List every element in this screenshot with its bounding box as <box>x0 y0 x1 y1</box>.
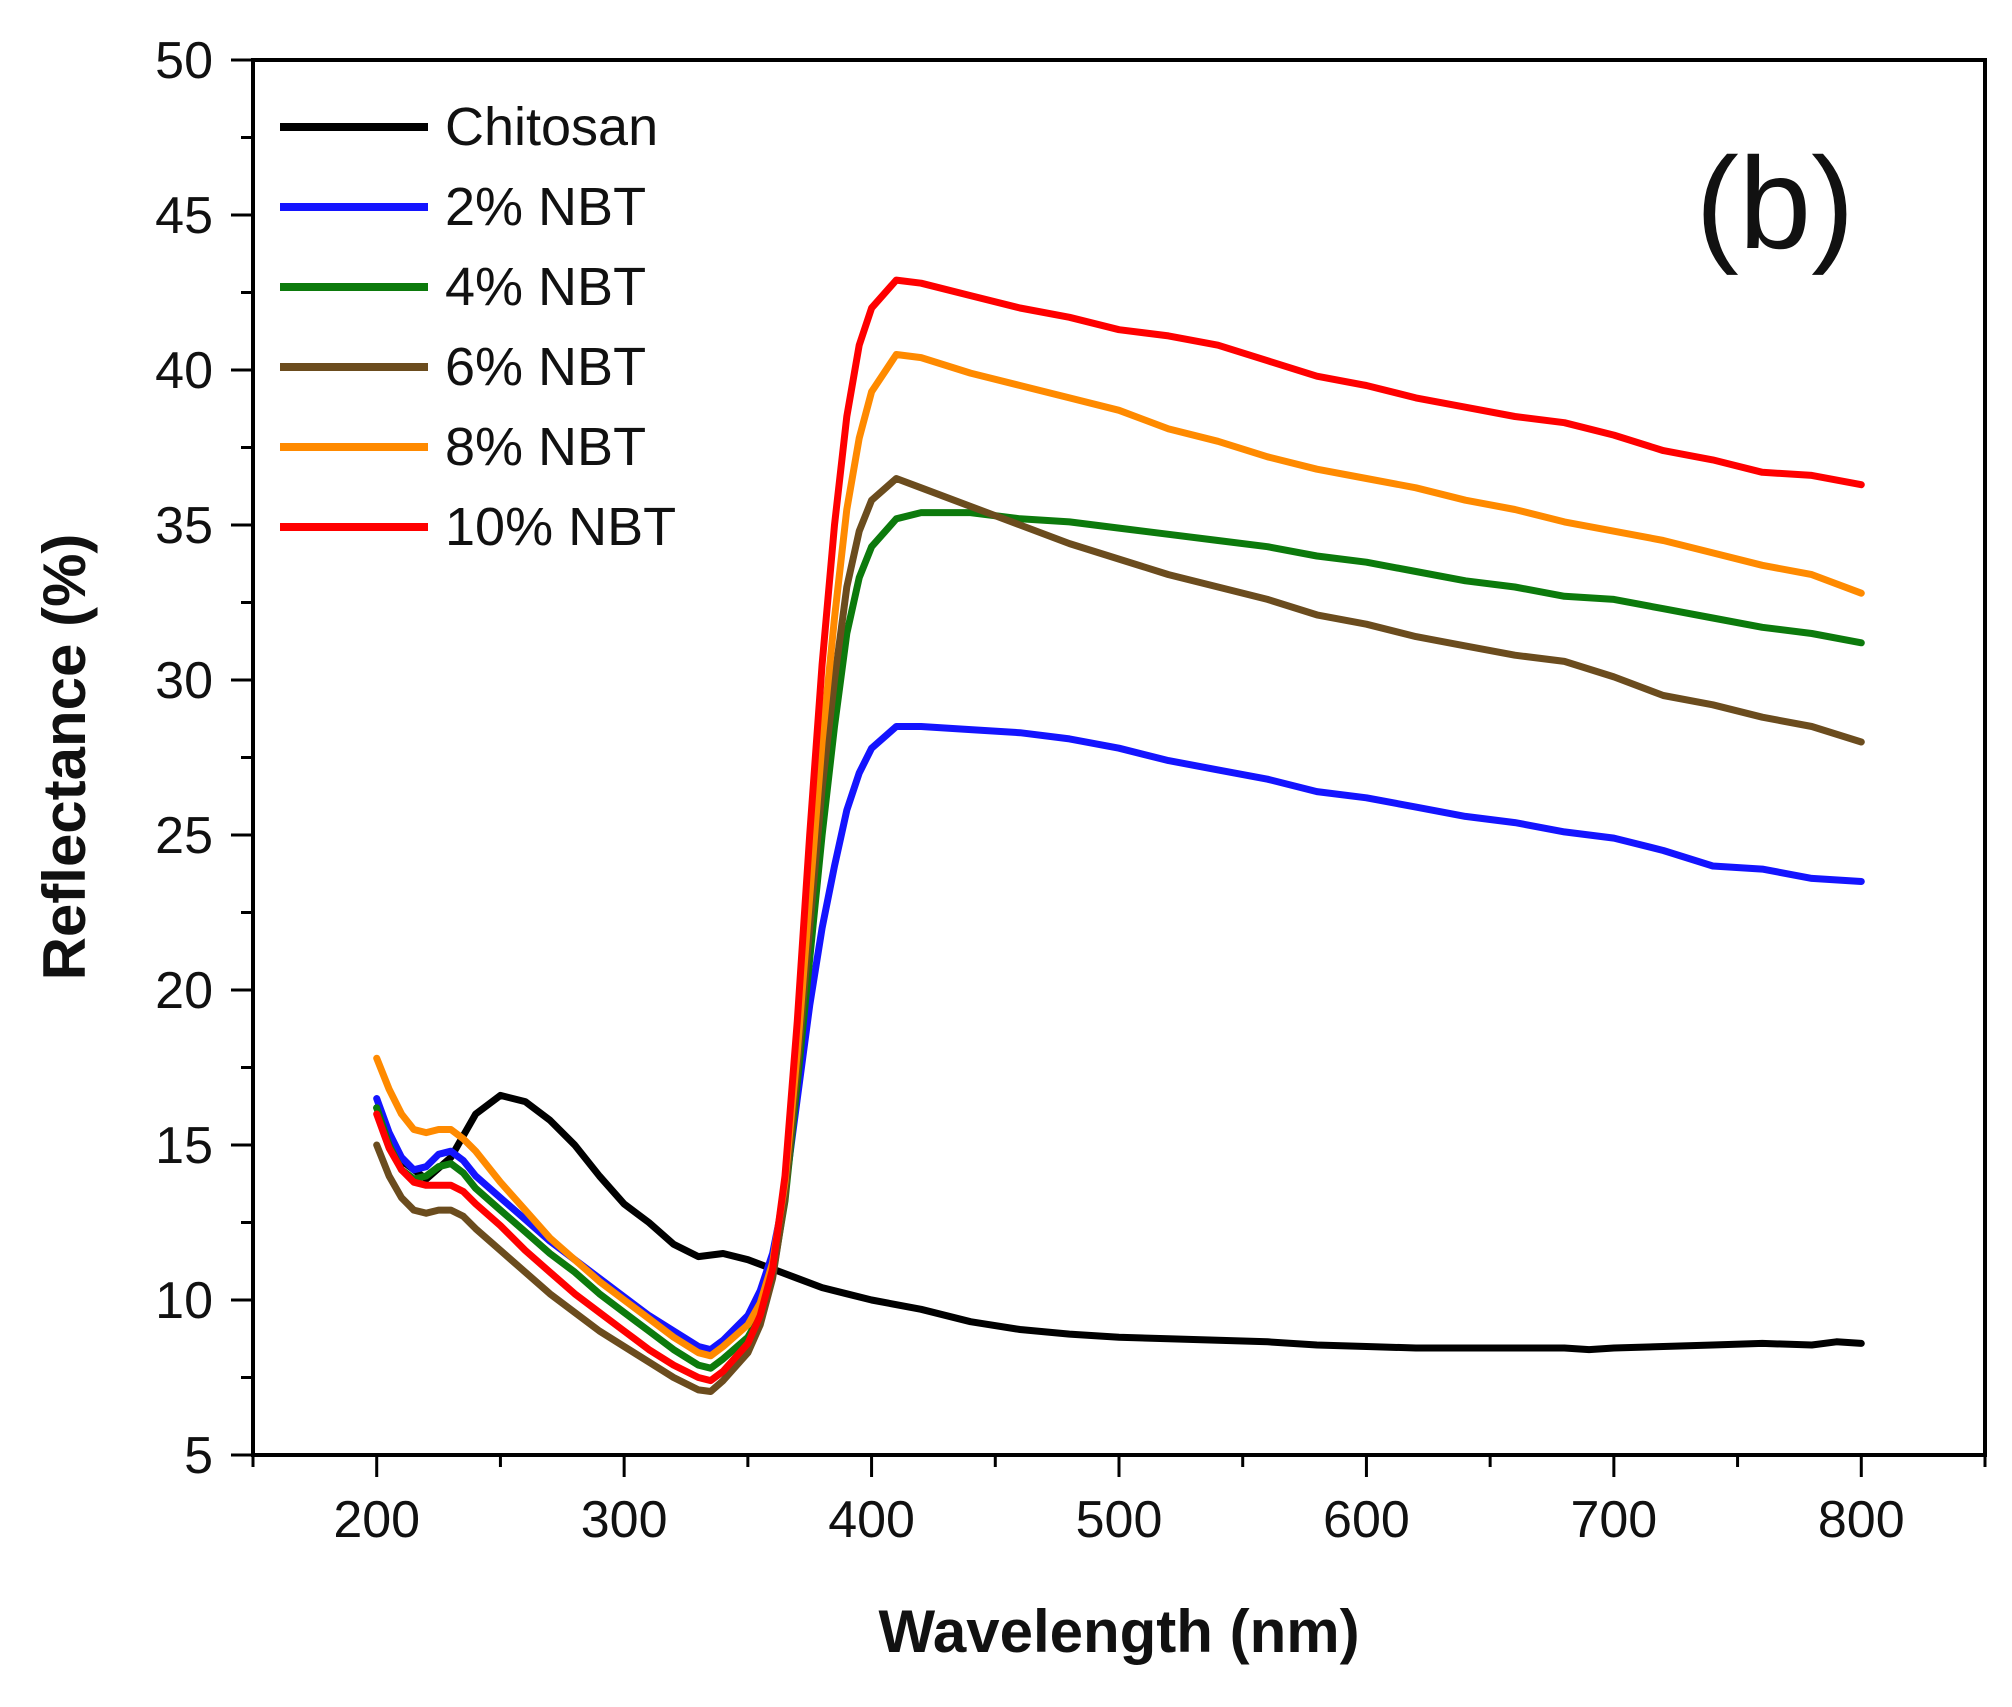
y-axis-title: Reflectance (%) <box>31 534 98 981</box>
y-tick-label: 50 <box>155 32 213 90</box>
series-lines <box>373 276 1865 1395</box>
series-line-8pct-nbt <box>373 351 1865 1360</box>
x-tick-label: 200 <box>333 1491 420 1549</box>
series-line-10pct-nbt <box>373 276 1865 1385</box>
y-tick-label: 10 <box>155 1272 213 1330</box>
legend-label-4pct-nbt: 4% NBT <box>445 257 646 317</box>
legend: Chitosan 2% NBT 4% NBT 6% NBT 8% NBT 10%… <box>280 97 676 557</box>
y-tick-label: 5 <box>184 1427 213 1485</box>
legend-label-chitosan: Chitosan <box>445 97 658 157</box>
y-tick-label: 45 <box>155 187 213 245</box>
series-line-chitosan <box>373 1091 1865 1354</box>
y-tick-label: 20 <box>155 962 213 1020</box>
y-tick-label: 40 <box>155 342 213 400</box>
series-line-2pct-nbt <box>373 723 1865 1354</box>
x-axis-title: Wavelength (nm) <box>878 1598 1359 1665</box>
legend-label-8pct-nbt: 8% NBT <box>445 417 646 477</box>
y-tick-label: 30 <box>155 652 213 710</box>
panel-label: (b) <box>1696 130 1855 276</box>
legend-label-6pct-nbt: 6% NBT <box>445 337 646 397</box>
x-tick-label: 300 <box>581 1491 668 1549</box>
axes: 200 300 400 500 600 700 800 5 10 15 20 25 30 35 40 45 50 <box>155 32 1987 1549</box>
y-tick-label: 15 <box>155 1117 213 1175</box>
y-tick-label: 35 <box>155 497 213 555</box>
x-tick-label: 700 <box>1570 1491 1657 1549</box>
x-tick-label: 400 <box>828 1491 915 1549</box>
legend-label-10pct-nbt: 10% NBT <box>445 497 676 557</box>
plot-frame <box>251 58 1987 1457</box>
x-tick-label: 800 <box>1818 1491 1905 1549</box>
legend-label-2pct-nbt: 2% NBT <box>445 177 646 237</box>
x-tick-label: 500 <box>1076 1491 1163 1549</box>
y-tick-label: 25 <box>155 807 213 865</box>
x-tick-label: 600 <box>1323 1491 1410 1549</box>
